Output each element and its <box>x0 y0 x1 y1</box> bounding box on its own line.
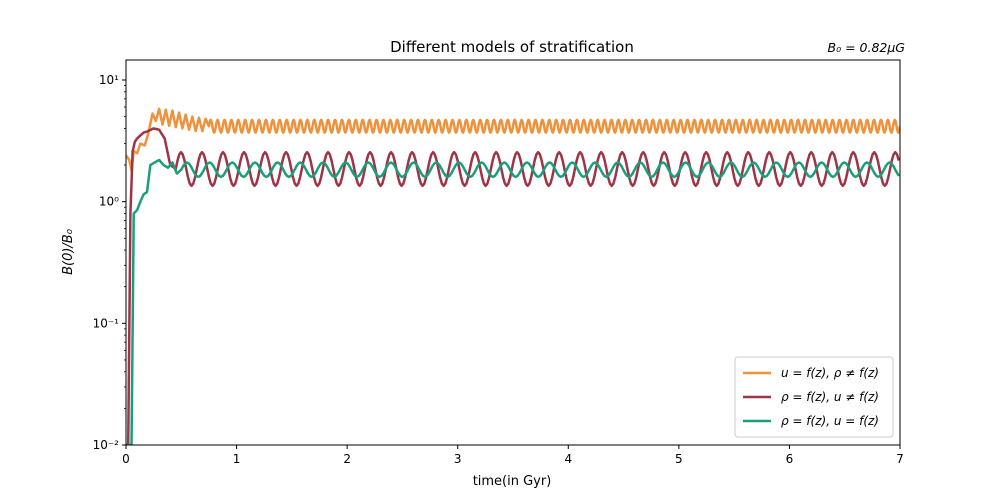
y-axis-label: B(0)/B₀ <box>61 228 76 275</box>
y-tick-label: 10⁻² <box>93 438 120 452</box>
legend: u = f(z), ρ ≠ f(z) ρ = f(z), u ≠ f(z) ρ = … <box>734 356 894 438</box>
series-layer <box>126 107 900 445</box>
x-tick-label: 0 <box>122 452 130 466</box>
series-line-1 <box>126 107 900 172</box>
legend-label: ρ = f(z), u ≠ f(z) <box>781 390 879 404</box>
plot-frame <box>125 59 901 446</box>
b0-annotation: B₀ = 0.82μG <box>828 40 906 55</box>
x-axis: 0 1 2 3 4 5 6 7 <box>122 445 904 466</box>
legend-box <box>734 356 894 438</box>
legend-label: ρ = f(z), u = f(z) <box>781 414 879 428</box>
y-tick-label: 10¹ <box>99 73 119 87</box>
series-line-2 <box>126 127 900 445</box>
x-tick-label: 7 <box>896 452 904 466</box>
x-tick-label: 5 <box>675 452 683 466</box>
y-tick-label: 10⁰ <box>99 195 119 209</box>
y-tick-label: 10⁻¹ <box>93 316 120 330</box>
chart-title: Different models of stratification <box>390 38 634 56</box>
x-axis-label: time(in Gyr) <box>473 474 552 489</box>
legend-label: u = f(z), ρ ≠ f(z) <box>781 366 879 380</box>
x-tick-label: 3 <box>454 452 462 466</box>
x-tick-label: 6 <box>786 452 794 466</box>
x-tick-label: 4 <box>564 452 572 466</box>
series-line-3 <box>126 158 900 445</box>
x-tick-label: 2 <box>343 452 351 466</box>
x-tick-label: 1 <box>233 452 241 466</box>
y-axis: 10⁻² 10⁻¹ 10⁰ 10¹ <box>93 73 126 452</box>
